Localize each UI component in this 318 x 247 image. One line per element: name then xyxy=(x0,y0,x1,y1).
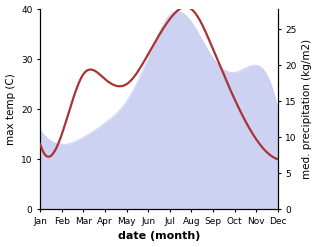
X-axis label: date (month): date (month) xyxy=(118,231,200,242)
Y-axis label: med. precipitation (kg/m2): med. precipitation (kg/m2) xyxy=(302,39,313,179)
Y-axis label: max temp (C): max temp (C) xyxy=(5,73,16,145)
